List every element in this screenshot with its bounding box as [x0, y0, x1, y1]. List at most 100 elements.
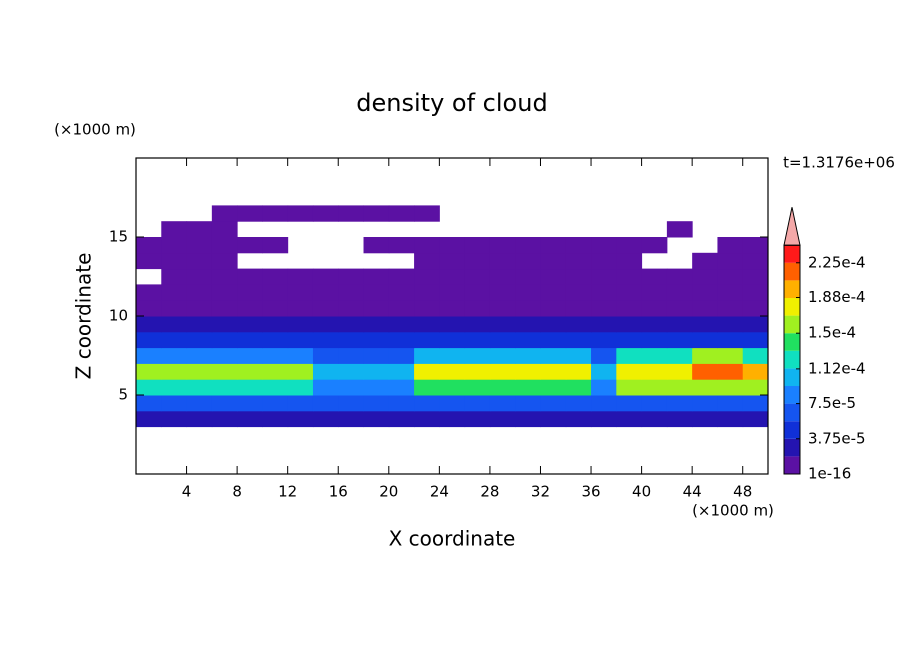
contour-cell	[136, 363, 162, 380]
contour-cell	[464, 379, 491, 396]
colorbar-tick-label: 1.12e-4	[808, 359, 866, 377]
contour-cell	[742, 395, 769, 412]
contour-cell	[287, 300, 314, 317]
colorbar-frame	[783, 244, 801, 475]
colorbar-band	[784, 333, 800, 351]
contour-cell	[489, 300, 516, 317]
contour-cell	[591, 268, 617, 285]
y-tick-label: 10	[109, 307, 128, 325]
contour-cell	[414, 252, 440, 270]
x-tick-label: 28	[480, 483, 499, 501]
contour-cell	[136, 284, 162, 301]
contour-cell	[540, 331, 567, 349]
x-tick-label: 12	[278, 483, 297, 501]
contour-cell	[338, 284, 365, 301]
contour-cell	[262, 331, 289, 349]
contour-cell	[540, 237, 567, 254]
contour-cell	[464, 331, 491, 349]
contour-cell	[363, 379, 390, 396]
contour-cell	[717, 252, 744, 270]
contour-cell	[312, 363, 339, 380]
x-tick-label: 8	[232, 483, 242, 501]
contour-cell	[692, 395, 718, 412]
contour-cell	[616, 316, 643, 333]
contour-cell	[414, 300, 440, 317]
contour-cell	[439, 268, 466, 285]
contour-cell	[464, 395, 491, 412]
contour-cell	[489, 363, 516, 380]
contour-cell	[591, 347, 617, 364]
contour-cell	[186, 363, 213, 380]
contour-cell	[439, 252, 466, 270]
y-tick-label: 15	[109, 228, 128, 246]
contour-cell	[237, 410, 263, 428]
contour-cell	[565, 268, 592, 285]
contour-cell	[439, 379, 466, 396]
contour-cell	[186, 379, 213, 396]
contour-cell	[666, 395, 693, 412]
contour-cell	[237, 300, 263, 317]
contour-cell	[616, 252, 643, 270]
contour-cell	[237, 331, 263, 349]
contour-cell	[338, 205, 365, 222]
contour-cell	[414, 316, 440, 333]
contour-cell	[211, 221, 238, 238]
contour-cell	[136, 300, 162, 317]
contour-cell	[287, 331, 314, 349]
contour-cell	[717, 410, 744, 428]
contour-cell	[439, 347, 466, 364]
contour-cell	[616, 379, 643, 396]
contour-cell	[489, 331, 516, 349]
contour-cell	[287, 205, 314, 222]
x-unit: (×1000 m)	[692, 502, 774, 520]
contour-cell	[312, 331, 339, 349]
contour-cell	[363, 363, 390, 380]
contour-cell	[540, 284, 567, 301]
contour-cell	[262, 237, 289, 254]
contour-field	[136, 205, 769, 428]
contour-cell	[237, 284, 263, 301]
contour-cell	[692, 331, 718, 349]
contour-cell	[363, 237, 390, 254]
contour-cell	[540, 316, 567, 333]
contour-cell	[161, 410, 188, 428]
contour-cell	[363, 316, 390, 333]
contour-cell	[186, 316, 213, 333]
contour-cell	[338, 300, 365, 317]
contour-cell	[363, 300, 390, 317]
contour-cell	[363, 410, 390, 428]
contour-cell	[616, 268, 643, 285]
contour-cell	[692, 300, 718, 317]
contour-cell	[287, 410, 314, 428]
contour-cell	[641, 331, 668, 349]
colorbar-band	[784, 262, 800, 281]
contour-cell	[540, 268, 567, 285]
contour-cell	[489, 268, 516, 285]
contour-cell	[692, 410, 718, 428]
contour-cell	[161, 363, 188, 380]
contour-cell	[489, 284, 516, 301]
contour-cell	[312, 284, 339, 301]
contour-cell	[515, 252, 541, 270]
contour-cell	[414, 331, 440, 349]
contour-cell	[641, 347, 668, 364]
contour-cell	[717, 379, 744, 396]
contour-cell	[591, 410, 617, 428]
contour-cell	[211, 363, 238, 380]
colorbar-tick-label: 1e-16	[808, 465, 851, 483]
contour-cell	[161, 379, 188, 396]
x-axis-label: X coordinate	[389, 527, 516, 551]
contour-cell	[565, 331, 592, 349]
contour-cell	[742, 410, 769, 428]
contour-cell	[641, 363, 668, 380]
contour-cell	[666, 347, 693, 364]
contour-cell	[489, 395, 516, 412]
contour-cell	[414, 363, 440, 380]
contour-cell	[211, 347, 238, 364]
contour-cell	[287, 347, 314, 364]
contour-cell	[742, 379, 769, 396]
contour-cell	[666, 284, 693, 301]
contour-cell	[439, 395, 466, 412]
y-axis-label: Z coordinate	[72, 253, 96, 380]
contour-cell	[565, 410, 592, 428]
